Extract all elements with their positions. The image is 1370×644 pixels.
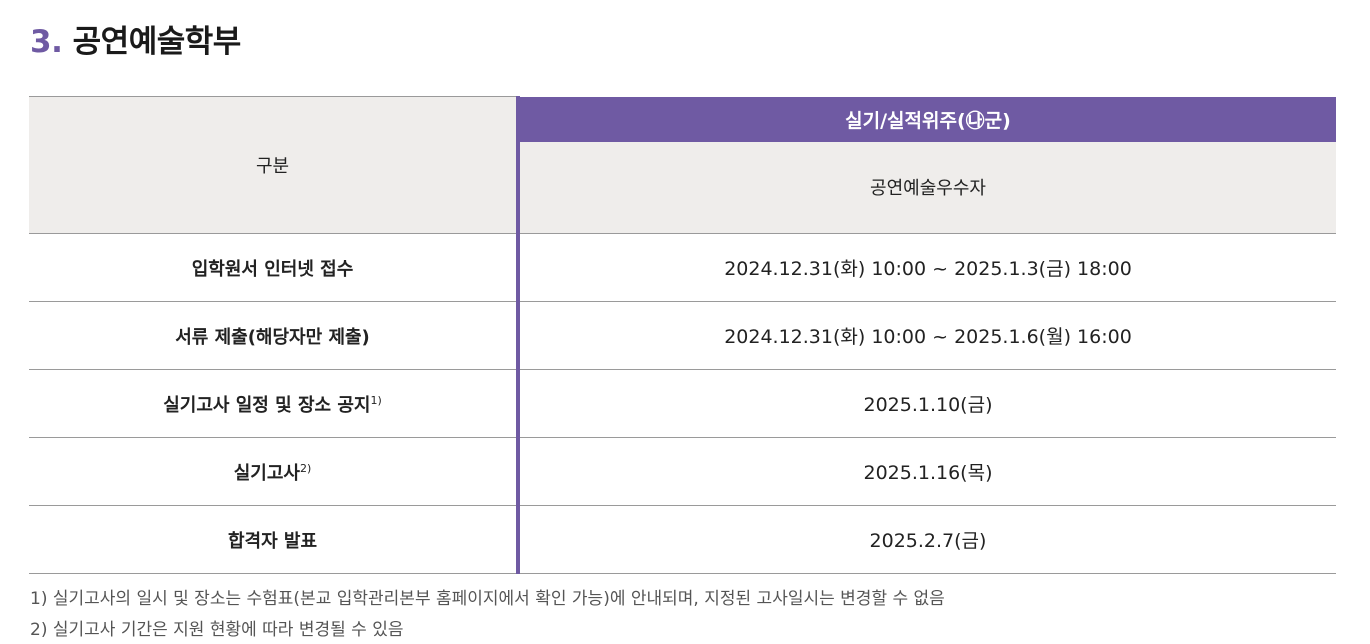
sub-header: 공연예술우수자: [516, 141, 1336, 234]
row-label-text: 입학원서 인터넷 접수: [191, 258, 354, 280]
row-label-text: 실기고사: [233, 462, 300, 484]
footnote: 1) 실기고사의 일시 및 장소는 수험표(본교 입학관리본부 홈페이지에서 확…: [30, 589, 945, 609]
footnote-ref: 2): [299, 461, 312, 475]
row-label: 실기고사 일정 및 장소 공지1): [29, 369, 518, 438]
row-label: 실기고사2): [29, 437, 518, 506]
table-row: 실기고사2) 2025.1.16(목): [29, 437, 1336, 506]
row-label-text: 서류 제출(해당자만 제출): [175, 326, 370, 348]
group-header: 실기/실적위주(㉯군): [516, 96, 1336, 142]
row-value: 2025.1.10(금): [516, 369, 1336, 438]
footnote: 2) 실기고사 기간은 지원 현황에 따라 변경될 수 있음: [30, 620, 404, 640]
section-title: 3. 공연예술학부: [30, 20, 241, 64]
row-value: 2024.12.31(화) 10:00 ~ 2025.1.3(금) 18:00: [516, 233, 1336, 302]
table-row: 서류 제출(해당자만 제출) 2024.12.31(화) 10:00 ~ 202…: [29, 301, 1336, 370]
footnotes: 1) 실기고사의 일시 및 장소는 수험표(본교 입학관리본부 홈페이지에서 확…: [30, 584, 945, 644]
table-row: 실기고사 일정 및 장소 공지1) 2025.1.10(금): [29, 369, 1336, 438]
category-header: 구분: [29, 96, 518, 234]
section-number: 3.: [30, 24, 63, 60]
table-row: 합격자 발표 2025.2.7(금): [29, 505, 1336, 574]
row-value: 2024.12.31(화) 10:00 ~ 2025.1.6(월) 16:00: [516, 301, 1336, 370]
row-label: 입학원서 인터넷 접수: [29, 233, 518, 302]
table-subheader-row: 공연예술우수자: [29, 141, 1336, 234]
section-title-text: 공연예술학부: [72, 24, 242, 60]
table-header-row: 구분 실기/실적위주(㉯군): [29, 96, 1336, 234]
table-row: 입학원서 인터넷 접수 2024.12.31(화) 10:00 ~ 2025.1…: [29, 233, 1336, 302]
footnote-ref: 1): [370, 393, 382, 407]
row-label: 서류 제출(해당자만 제출): [29, 301, 518, 370]
row-value: 2025.1.16(목): [516, 437, 1336, 506]
row-label-text: 합격자 발표: [227, 530, 318, 552]
row-value: 2025.2.7(금): [516, 505, 1336, 574]
schedule-table: 구분 실기/실적위주(㉯군) 공연예술우수자 입학원서 인터넷 접수 2024.…: [29, 96, 1336, 574]
row-label: 합격자 발표: [29, 505, 518, 574]
row-label-text: 실기고사 일정 및 장소 공지: [163, 394, 371, 416]
